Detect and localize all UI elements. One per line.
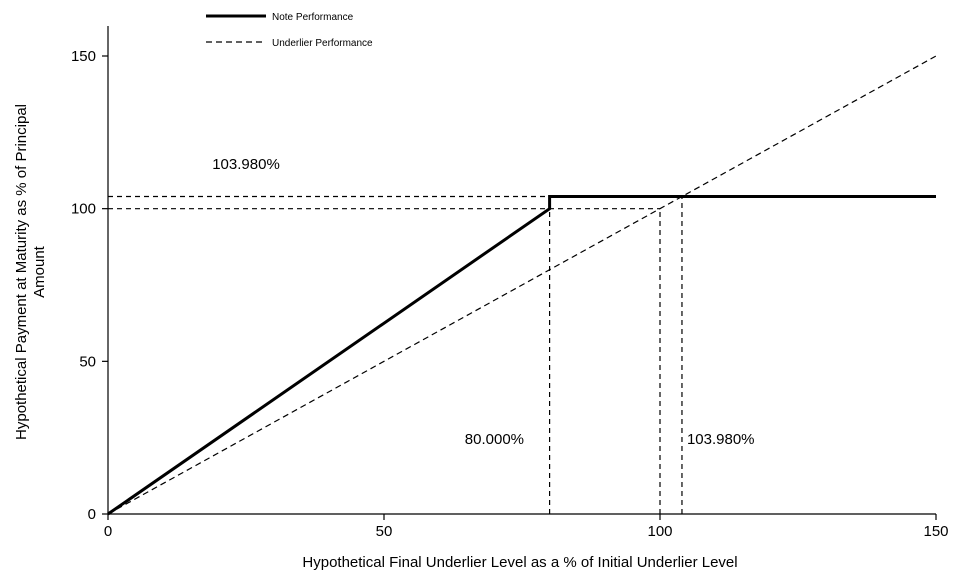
y-tick-label-0: 0: [88, 506, 96, 523]
x-axis-label: Hypothetical Final Underlier Level as a …: [302, 554, 737, 571]
annotation-label-0: 103.980%: [212, 156, 280, 173]
series-lines: [107, 55, 937, 516]
axes: [107, 26, 936, 515]
x-tick-label-150: 150: [923, 523, 948, 540]
reference-lines: [108, 195, 683, 514]
legend: Note Performance Underlier Performance: [206, 12, 373, 49]
x-tick-label-100: 100: [647, 523, 672, 540]
y-axis-label-line1: Hypothetical Payment at Maturity as % of…: [13, 104, 30, 440]
y-tick-label-100: 100: [71, 201, 96, 218]
legend-label-note-performance: Note Performance: [272, 12, 354, 23]
annotation-label-1: 80.000%: [465, 431, 524, 448]
x-tick-label-0: 0: [104, 523, 112, 540]
y-tick-label-150: 150: [71, 48, 96, 65]
y-axis-label: Hypothetical Payment at Maturity as % of…: [13, 104, 48, 440]
x-tick-label-50: 50: [376, 523, 393, 540]
ticks: 0 50 100 150 0 50 100 150: [71, 48, 949, 540]
legend-label-underlier-performance: Underlier Performance: [272, 38, 373, 49]
annotation-label-2: 103.980%: [687, 431, 755, 448]
y-tick-label-50: 50: [79, 353, 96, 370]
series-line-note-performance: [107, 195, 936, 516]
annotations: 103.980% 80.000% 103.980%: [212, 156, 754, 448]
y-axis-label-line2: Amount: [31, 245, 48, 298]
series-line-underlier-performance: [107, 55, 937, 515]
